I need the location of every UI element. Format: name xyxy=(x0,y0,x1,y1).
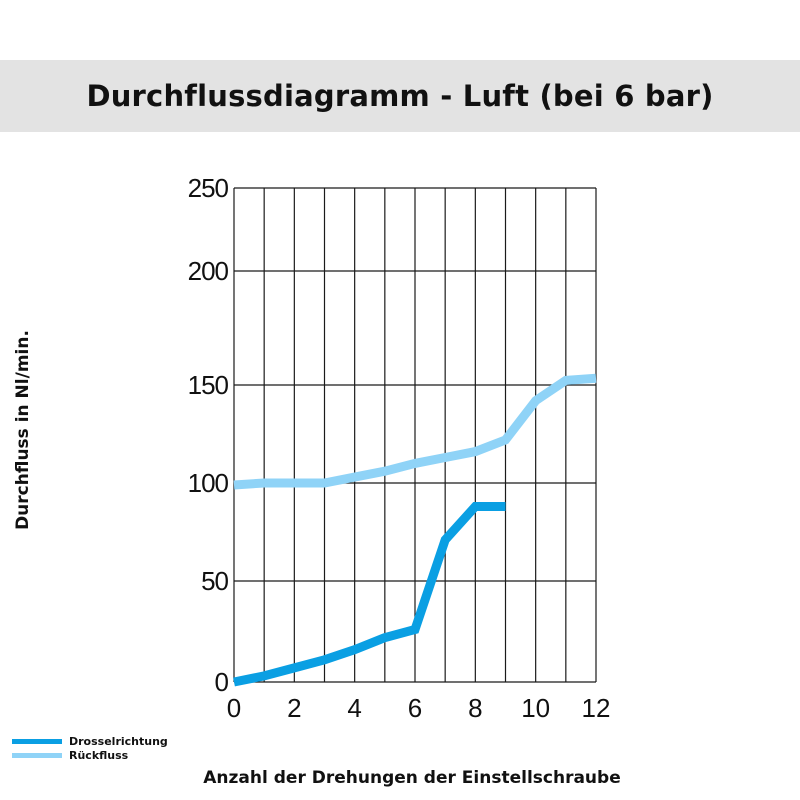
legend: Drosselrichtung Rückfluss xyxy=(12,734,168,762)
y-tick-label: 200 xyxy=(188,256,229,286)
legend-label-rueckfluss: Rückfluss xyxy=(69,748,129,762)
series-line-drosselrichtung xyxy=(233,502,506,687)
y-tick-label: 100 xyxy=(188,468,229,498)
x-tick-label: 4 xyxy=(347,693,361,723)
x-tick-label: 12 xyxy=(582,693,611,723)
x-tick-label: 8 xyxy=(468,693,482,723)
y-tick-label: 150 xyxy=(188,370,229,400)
chart-title-bar: Durchflussdiagramm - Luft (bei 6 bar) xyxy=(0,60,800,132)
legend-item-rueckfluss: Rückfluss xyxy=(12,748,168,762)
legend-item-drosselrichtung: Drosselrichtung xyxy=(12,734,168,748)
y-tick-label: 250 xyxy=(188,173,229,203)
x-axis-label: Anzahl der Drehungen der Einstellschraub… xyxy=(203,768,621,788)
series-line-rueckfluss xyxy=(233,373,597,490)
tick-labels: 0 50 100 150 200 250 0 2 4 6 8 10 12 xyxy=(188,173,611,723)
legend-swatch-rueckfluss xyxy=(12,752,62,758)
y-tick-label: 50 xyxy=(201,566,228,596)
x-tick-label: 6 xyxy=(408,693,422,723)
y-tick-label: 0 xyxy=(215,667,229,697)
legend-swatch-drosselrichtung xyxy=(12,738,62,744)
grid xyxy=(233,187,597,683)
y-axis-label: Durchfluss in Nl/min. xyxy=(13,330,33,530)
series-lines xyxy=(233,373,597,687)
x-tick-label: 0 xyxy=(227,693,241,723)
x-tick-label: 10 xyxy=(521,693,550,723)
x-tick-label: 2 xyxy=(287,693,301,723)
chart-title: Durchflussdiagramm - Luft (bei 6 bar) xyxy=(86,79,714,113)
legend-label-drosselrichtung: Drosselrichtung xyxy=(69,734,168,748)
